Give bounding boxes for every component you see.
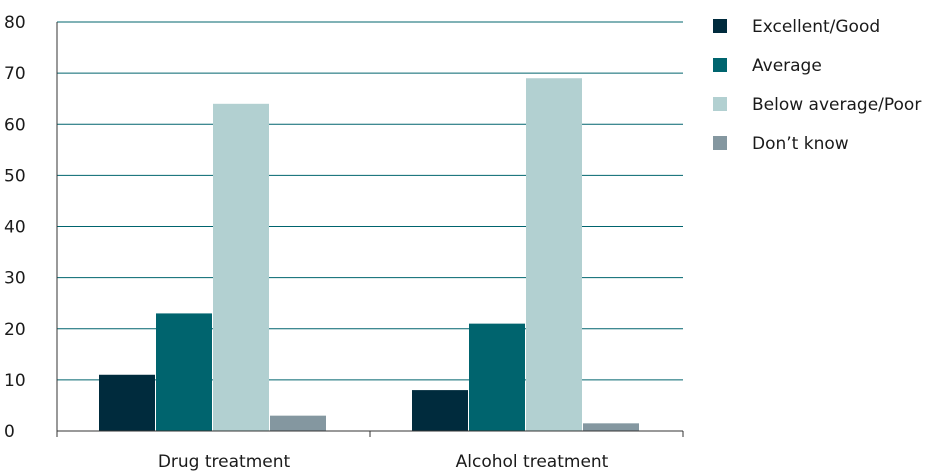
y-tick-label: 50 xyxy=(4,166,26,186)
legend-swatch xyxy=(713,58,727,72)
bars xyxy=(99,78,639,432)
legend-label: Average xyxy=(752,56,822,76)
bar xyxy=(526,78,582,432)
bar xyxy=(583,423,639,431)
y-tick-label: 40 xyxy=(4,218,26,238)
gridlines xyxy=(57,21,683,381)
legend: Excellent/Good Average Below average/Poor D… xyxy=(713,17,921,154)
y-tick-label: 60 xyxy=(4,115,26,135)
y-tick-label: 70 xyxy=(4,64,26,84)
y-tick-label: 20 xyxy=(4,320,26,340)
legend-swatch xyxy=(713,97,727,111)
legend-label: Below average/Poor xyxy=(752,95,921,115)
y-tick-label: 0 xyxy=(4,422,15,442)
bar xyxy=(270,415,326,431)
y-tick-label: 80 xyxy=(4,13,26,33)
x-category-label: Drug treatment xyxy=(158,452,291,472)
legend-label: Don’t know xyxy=(752,134,849,154)
x-category-labels: Drug treatment Alcohol treatment xyxy=(158,452,609,472)
y-tick-labels: 0 10 20 30 40 50 60 70 80 xyxy=(4,13,26,442)
bar xyxy=(213,103,269,432)
bar xyxy=(99,374,155,431)
bar xyxy=(156,313,212,431)
bar xyxy=(412,390,468,431)
axes xyxy=(56,22,684,437)
legend-label: Excellent/Good xyxy=(752,17,880,37)
legend-swatch xyxy=(713,136,727,150)
y-tick-label: 10 xyxy=(4,371,26,391)
legend-swatch xyxy=(713,19,727,33)
x-category-label: Alcohol treatment xyxy=(456,452,609,472)
y-tick-label: 30 xyxy=(4,269,26,289)
bar xyxy=(469,323,525,431)
